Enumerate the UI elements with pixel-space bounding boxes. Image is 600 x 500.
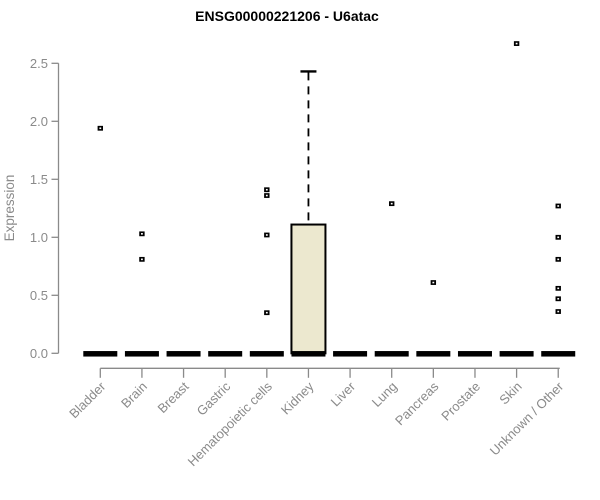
- median-bar: [374, 351, 409, 357]
- data-point-center: [265, 194, 268, 197]
- x-category-label: Kidney: [278, 378, 317, 417]
- data-point-center: [265, 188, 268, 191]
- data-point-center: [432, 281, 435, 284]
- data-point-center: [515, 42, 518, 45]
- y-tick-label: 1.5: [30, 172, 48, 187]
- data-point-center: [557, 205, 560, 207]
- data-point-center: [557, 236, 560, 239]
- x-category-label: Bladder: [66, 378, 109, 421]
- data-point-center: [265, 311, 268, 314]
- data-point-center: [141, 233, 143, 235]
- data-point-center: [557, 310, 560, 313]
- median-bar: [249, 351, 284, 357]
- y-axis-label: Expression: [2, 175, 17, 242]
- plot-series: [83, 41, 576, 357]
- median-bar: [333, 351, 368, 357]
- median-bar: [124, 351, 159, 357]
- median-bar: [166, 351, 201, 357]
- chart-title: ENSG00000221206 - U6atac: [195, 8, 379, 24]
- data-point-center: [390, 202, 393, 205]
- y-tick-label: 0.0: [30, 346, 48, 361]
- x-category-label: Breast: [155, 379, 192, 416]
- x-category-label: Gastric: [194, 378, 234, 418]
- y-tick-label: 0.5: [30, 288, 48, 303]
- data-point-center: [99, 127, 102, 130]
- x-category-label: Prostate: [438, 379, 483, 424]
- median-bar: [541, 351, 576, 357]
- x-category-label: Unknown / Other: [487, 378, 567, 458]
- x-category-label: Pancreas: [392, 378, 442, 428]
- data-point-center: [557, 297, 560, 300]
- y-tick-label: 2.0: [30, 114, 48, 129]
- median-bar: [208, 351, 243, 357]
- x-category-label: Lung: [369, 379, 400, 410]
- data-point-center: [557, 287, 560, 290]
- data-point-center: [557, 258, 560, 261]
- median-bar: [291, 351, 326, 357]
- x-category-label: Liver: [328, 378, 359, 409]
- data-point-center: [265, 234, 268, 236]
- y-axis: 0.0 0.5 1.0 1.5 2.0 2.5: [30, 56, 60, 361]
- median-bar: [499, 351, 534, 357]
- median-bar: [83, 351, 118, 357]
- x-category-label: Skin: [496, 379, 524, 407]
- y-tick-label: 2.5: [30, 56, 48, 71]
- x-category-label: Brain: [118, 379, 150, 411]
- median-bar: [457, 351, 492, 357]
- y-tick-label: 1.0: [30, 230, 48, 245]
- data-point-center: [141, 258, 143, 261]
- median-bar: [416, 351, 451, 357]
- box: [290, 223, 327, 355]
